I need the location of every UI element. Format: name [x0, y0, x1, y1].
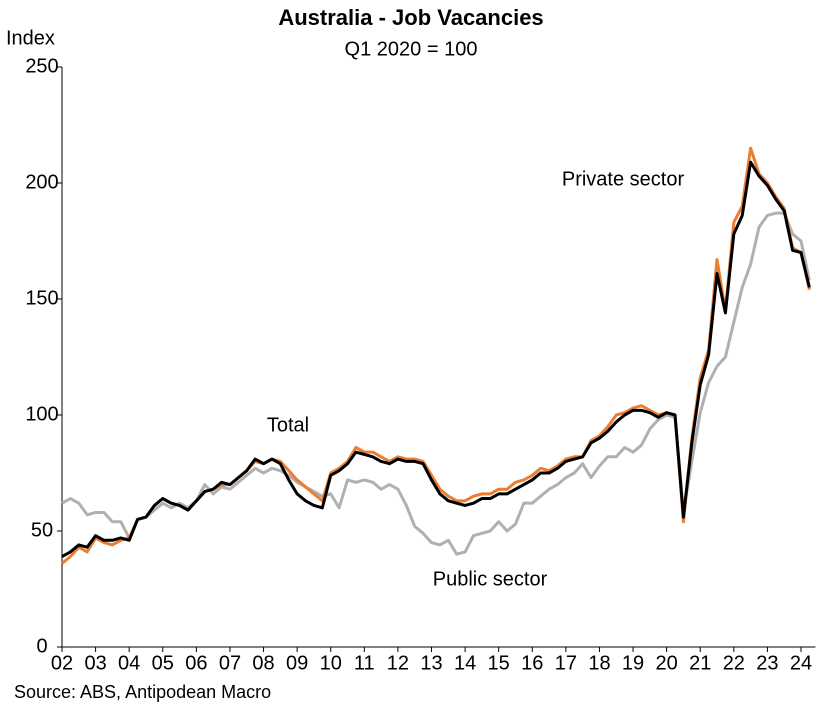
series-label: Public sector	[433, 568, 548, 590]
x-tick-label: 24	[790, 652, 812, 674]
x-tick-label: 16	[521, 652, 543, 674]
series-label: Private sector	[562, 168, 685, 190]
y-tick-label: 50	[31, 519, 53, 541]
x-tick-label: 12	[387, 652, 409, 674]
series-line	[61, 160, 811, 558]
x-tick-label: 22	[723, 652, 745, 674]
x-tick-label: 13	[420, 652, 442, 674]
x-tick-label: 08	[252, 652, 274, 674]
y-tick-label: 200	[25, 171, 58, 193]
x-tick-label: 04	[118, 652, 140, 674]
source: Source: ABS, Antipodean Macro	[14, 682, 271, 702]
chart-subtitle: Q1 2020 = 100	[345, 38, 478, 60]
x-tick-label: 17	[555, 652, 577, 674]
series-label: Total	[267, 414, 309, 436]
x-tick-label: 05	[152, 652, 174, 674]
x-tick-label: 14	[454, 652, 476, 674]
x-tick-label: 21	[689, 652, 711, 674]
y-tick-label: 100	[25, 403, 58, 425]
x-tick-label: 03	[84, 652, 106, 674]
x-tick-label: 18	[588, 652, 610, 674]
x-tick-label: 07	[219, 652, 241, 674]
x-tick-label: 10	[320, 652, 342, 674]
y-tick-label: 150	[25, 287, 58, 309]
y-tick-label: 0	[36, 635, 47, 657]
x-tick-label: 02	[51, 652, 73, 674]
x-tick-label: 06	[185, 652, 207, 674]
y-tick-label: 250	[25, 55, 58, 77]
y-axis-label: Index	[6, 27, 55, 49]
x-tick-label: 09	[286, 652, 308, 674]
chart-title: Australia - Job Vacancies	[278, 5, 543, 30]
x-tick-label: 19	[622, 652, 644, 674]
series-line	[61, 146, 811, 565]
x-tick-label: 11	[354, 652, 375, 674]
x-tick-label: 15	[488, 652, 510, 674]
x-tick-label: 23	[756, 652, 778, 674]
x-tick-label: 20	[656, 652, 678, 674]
